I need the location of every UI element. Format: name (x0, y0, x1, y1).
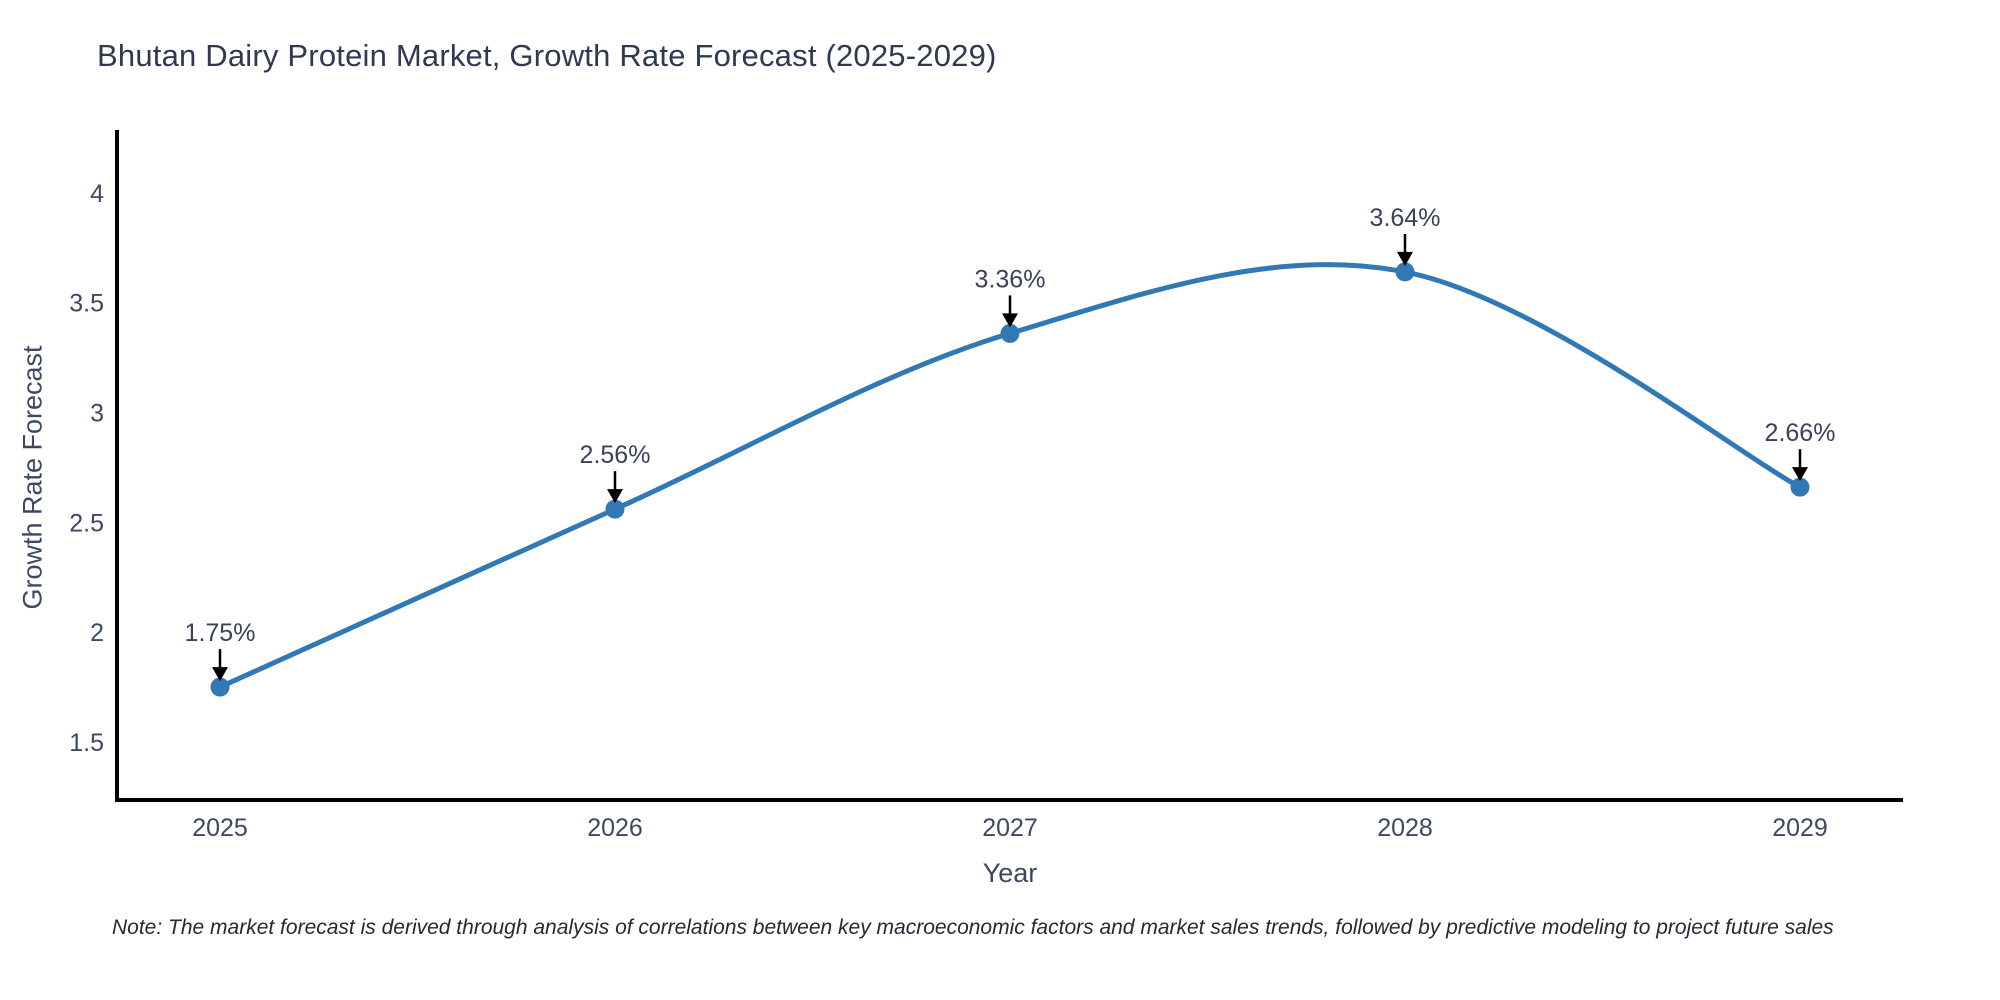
x-tick-label: 2027 (982, 814, 1038, 842)
data-point-2026 (605, 499, 625, 519)
point-annotation-label: 1.75% (185, 619, 256, 647)
y-tick-label: 3.5 (69, 290, 104, 318)
annotation-arrow-head (607, 489, 623, 504)
annotation-arrow-head (212, 667, 228, 682)
point-annotation-label: 3.64% (1370, 204, 1441, 232)
point-annotation-label: 2.66% (1765, 419, 1836, 447)
x-tick-label: 2028 (1377, 814, 1433, 842)
y-tick-label: 1.5 (69, 729, 104, 757)
chart-title: Bhutan Dairy Protein Market, Growth Rate… (97, 38, 997, 73)
y-tick-label: 2 (90, 619, 104, 647)
x-tick-label: 2026 (587, 814, 643, 842)
y-axis-title: Growth Rate Forecast (17, 345, 48, 610)
data-point-2028 (1395, 262, 1415, 282)
y-tick-label: 4 (90, 180, 104, 208)
annotation-arrow-head (1792, 467, 1808, 482)
y-tick-label: 3 (90, 399, 104, 427)
x-tick-label: 2029 (1772, 814, 1828, 842)
point-annotation-label: 2.56% (580, 441, 651, 469)
data-point-2025 (210, 677, 230, 697)
data-point-2029 (1790, 477, 1810, 497)
annotation-arrow-head (1002, 313, 1018, 328)
x-tick-label: 2025 (192, 814, 248, 842)
data-point-2027 (1000, 323, 1020, 343)
footnote: Note: The market forecast is derived thr… (112, 916, 1834, 939)
x-axis-title: Year (982, 858, 1038, 888)
y-tick-label: 2.5 (69, 509, 104, 537)
point-annotation-label: 3.36% (975, 265, 1046, 293)
annotation-arrow-head (1397, 251, 1413, 266)
